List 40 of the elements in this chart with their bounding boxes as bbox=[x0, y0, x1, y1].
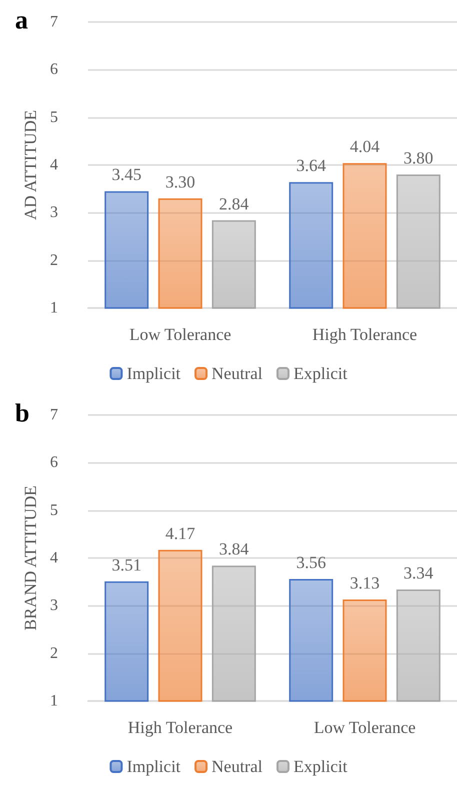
y-tick-label: 2 bbox=[50, 644, 58, 662]
x-tick-label: High Tolerance bbox=[312, 325, 418, 344]
y-tick-label: 3 bbox=[50, 204, 58, 222]
data-label: 3.80 bbox=[404, 148, 434, 168]
legend-label: Explicit bbox=[293, 757, 348, 776]
data-label: 3.56 bbox=[296, 552, 326, 572]
legend-label: Implicit bbox=[126, 364, 181, 383]
y-tick-label: 5 bbox=[50, 502, 58, 519]
data-label: 3.13 bbox=[350, 573, 380, 592]
legend-label: Implicit bbox=[126, 757, 181, 776]
y-tick-label: 1 bbox=[50, 300, 58, 316]
data-label: 3.34 bbox=[404, 563, 434, 582]
data-label: 2.84 bbox=[219, 194, 250, 214]
legend-label: Neutral bbox=[212, 757, 263, 776]
data-label: 3.30 bbox=[165, 172, 196, 192]
y-tick-label: 7 bbox=[50, 406, 58, 424]
data-label: 3.64 bbox=[296, 156, 326, 176]
y-tick-label: 1 bbox=[50, 692, 58, 710]
legend-label: Neutral bbox=[212, 364, 263, 383]
chart-title: b bbox=[15, 398, 30, 428]
x-tick-label: Low Tolerance bbox=[314, 718, 416, 737]
y-axis-title: AD ATTITUDE bbox=[21, 110, 40, 220]
y-axis-title: BRAND ATTITUDE bbox=[21, 486, 40, 630]
y-tick-label: 6 bbox=[50, 61, 58, 78]
y-tick-label: 4 bbox=[50, 156, 58, 174]
y-tick-label: 7 bbox=[50, 14, 58, 30]
data-label: 4.04 bbox=[350, 137, 380, 156]
legend-label: Explicit bbox=[293, 364, 348, 383]
data-label: 3.45 bbox=[112, 165, 142, 184]
y-tick-label: 2 bbox=[50, 252, 58, 269]
data-label: 3.51 bbox=[112, 555, 142, 574]
x-tick-label: High Tolerance bbox=[128, 718, 233, 737]
y-tick-label: 3 bbox=[50, 597, 58, 614]
y-tick-label: 6 bbox=[50, 454, 58, 472]
y-tick-label: 5 bbox=[50, 108, 58, 126]
y-tick-label: 4 bbox=[50, 550, 58, 566]
data-label: 3.84 bbox=[219, 540, 250, 559]
chart-title: a bbox=[15, 6, 28, 34]
x-tick-label: Low Tolerance bbox=[129, 325, 232, 344]
data-label: 4.17 bbox=[165, 524, 196, 543]
